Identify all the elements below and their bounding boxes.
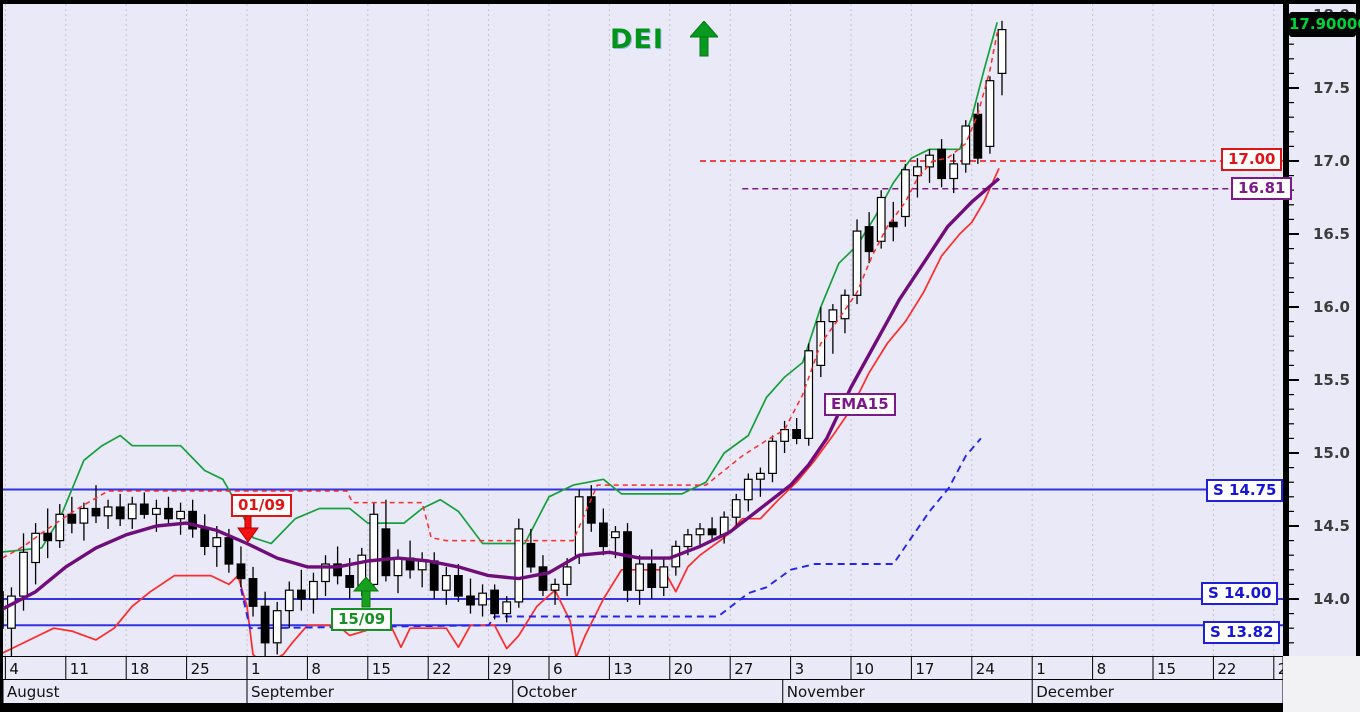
- svg-text:October: October: [517, 683, 578, 701]
- svg-text:14.5: 14.5: [1313, 517, 1350, 535]
- svg-text:8: 8: [311, 660, 321, 678]
- svg-text:17.5: 17.5: [1313, 79, 1350, 97]
- chart-title-group: DEI: [610, 21, 718, 57]
- ema-target-price-label: 16.81: [1231, 177, 1293, 200]
- svg-text:11: 11: [70, 660, 89, 678]
- svg-text:15.0: 15.0: [1313, 444, 1350, 462]
- svg-text:3: 3: [795, 660, 805, 678]
- series-trailing-stop: [3, 32, 998, 559]
- series-ema15: [3, 177, 1001, 611]
- svg-text:24: 24: [976, 660, 995, 678]
- svg-text:29: 29: [493, 660, 512, 678]
- svg-text:22: 22: [432, 660, 451, 678]
- svg-text:13: 13: [613, 660, 632, 678]
- symbol-title: DEI: [610, 23, 664, 55]
- svg-text:September: September: [251, 683, 335, 701]
- svg-text:10: 10: [855, 660, 874, 678]
- buy-up-arrow-icon: [353, 577, 379, 608]
- candlesticks: [3, 20, 1007, 656]
- series-lower-band: [3, 167, 1000, 656]
- svg-text:20: 20: [674, 660, 693, 678]
- sell-down-arrow-icon: [237, 516, 259, 542]
- support-label-1382: S 13.82: [1203, 621, 1281, 644]
- sell-signal-date-badge: 01/09: [231, 494, 293, 517]
- svg-text:15: 15: [1157, 660, 1176, 678]
- weekly-gridlines: [4, 4, 1275, 656]
- svg-text:18: 18: [130, 660, 149, 678]
- svg-text:17.0: 17.0: [1313, 152, 1350, 170]
- svg-text:15: 15: [372, 660, 391, 678]
- buy-signal-date-badge: 15/09: [331, 608, 393, 631]
- support-label-1475: S 14.75: [1206, 479, 1284, 502]
- price-levels: [3, 160, 1283, 627]
- ema15-label-badge: EMA15: [824, 393, 896, 416]
- svg-text:16.5: 16.5: [1313, 225, 1350, 243]
- svg-text:25: 25: [191, 660, 210, 678]
- svg-text:December: December: [1036, 683, 1115, 701]
- svg-text:15.5: 15.5: [1313, 371, 1350, 389]
- svg-text:29: 29: [1278, 660, 1297, 678]
- svg-text:16.0: 16.0: [1313, 298, 1350, 316]
- svg-text:22: 22: [1217, 660, 1236, 678]
- resistance-price-label: 17.00: [1221, 148, 1283, 171]
- last-price-tag: 17.90000: [1289, 12, 1360, 37]
- support-label-1400: S 14.00: [1201, 582, 1279, 605]
- svg-text:8: 8: [1097, 660, 1107, 678]
- svg-text:4: 4: [9, 660, 19, 678]
- time-axis[interactable]: 4111825181522296132027310172418152229Aug…: [3, 657, 1297, 703]
- svg-text:1: 1: [1036, 660, 1046, 678]
- svg-text:27: 27: [734, 660, 753, 678]
- svg-text:November: November: [787, 683, 866, 701]
- svg-text:14.0: 14.0: [1313, 590, 1350, 608]
- svg-text:1: 1: [251, 660, 261, 678]
- svg-text:6: 6: [553, 660, 563, 678]
- trend-up-arrow-icon: [689, 21, 718, 57]
- svg-text:August: August: [7, 683, 60, 701]
- svg-text:17: 17: [915, 660, 934, 678]
- plot-layers: [3, 4, 1283, 656]
